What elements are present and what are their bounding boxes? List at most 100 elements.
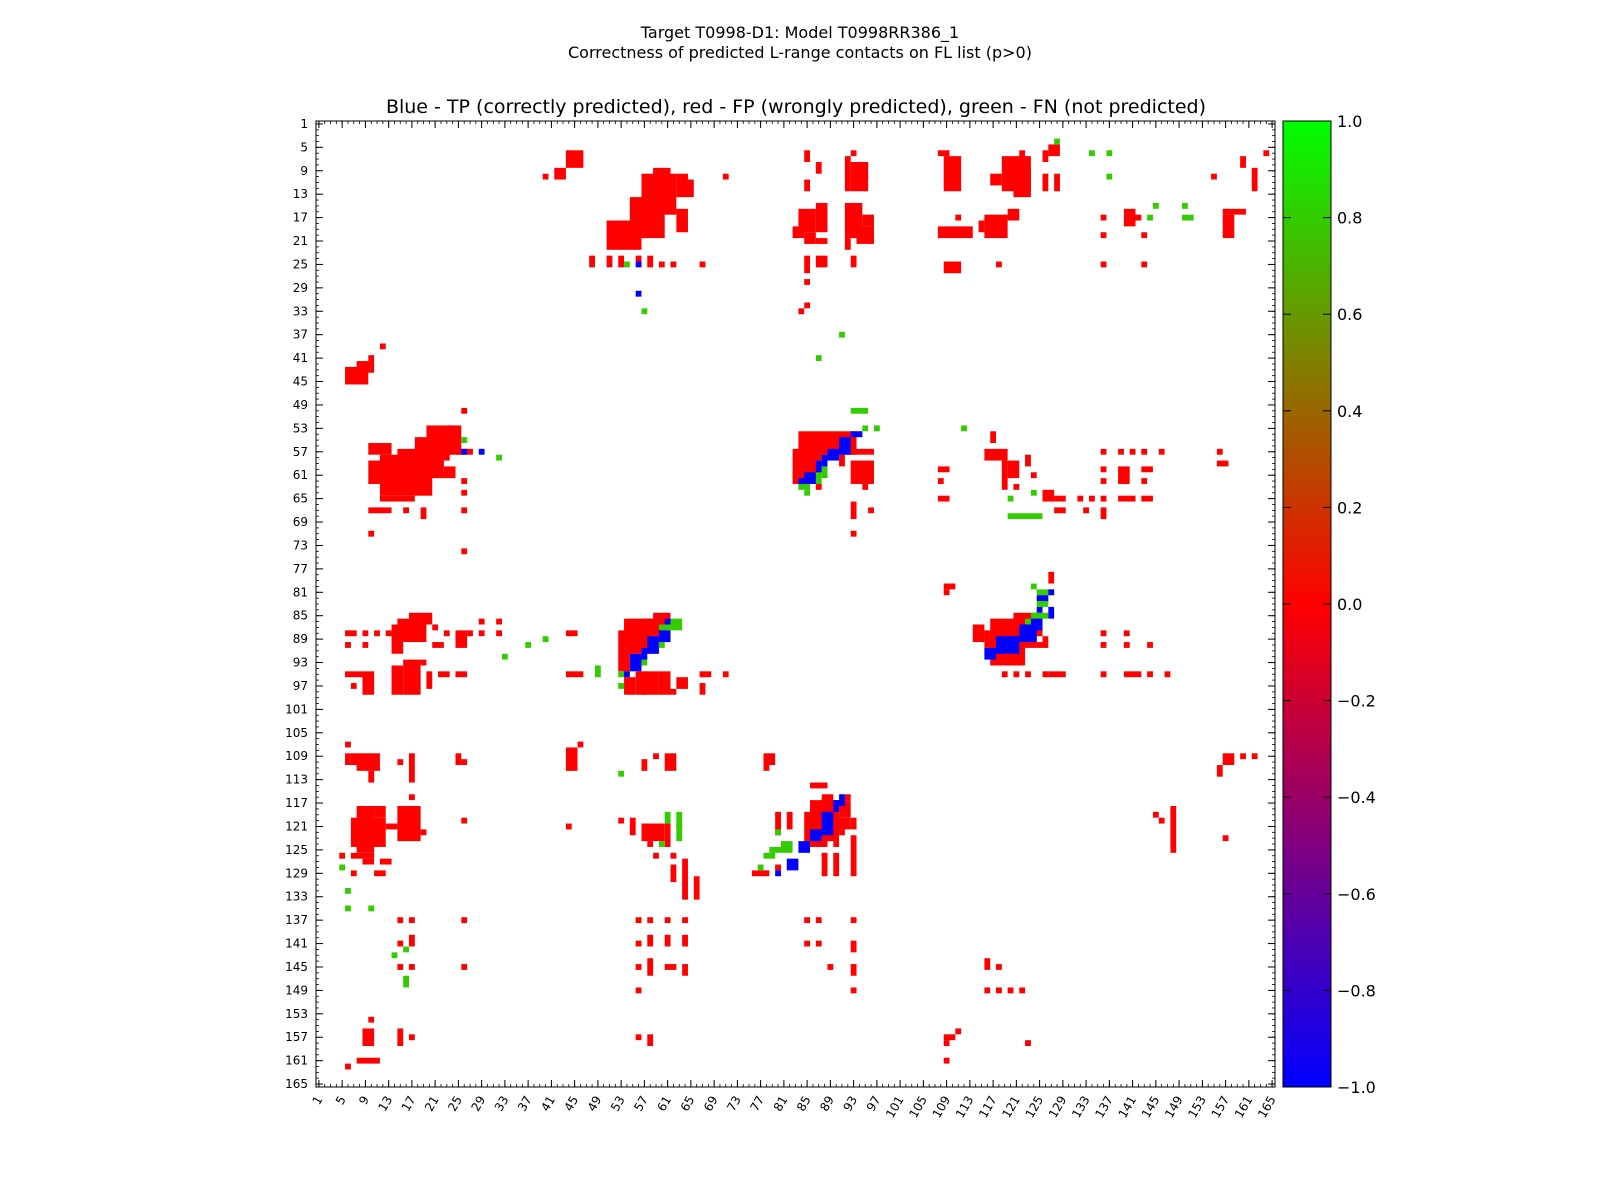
fp-cell bbox=[850, 255, 857, 268]
fp-cell bbox=[379, 495, 415, 502]
tp-cell bbox=[635, 261, 642, 268]
x-tick-label: 133 bbox=[1069, 1094, 1093, 1121]
fp-cell bbox=[1001, 460, 1008, 490]
fp-cell bbox=[461, 759, 468, 765]
fp-cell bbox=[955, 214, 962, 221]
y-tick-label: 129 bbox=[285, 866, 308, 880]
fp-cell bbox=[990, 431, 997, 443]
fp-cell bbox=[1147, 671, 1153, 678]
fp-cell bbox=[937, 466, 950, 473]
fp-cell bbox=[635, 255, 642, 262]
fp-cell bbox=[461, 407, 468, 414]
x-tick-label: 29 bbox=[468, 1094, 488, 1114]
fp-cell bbox=[438, 671, 450, 678]
y-axis: 1 5 9 13 17 21 25 29 33 37 41 45 49 53 57 61 65 69 73 77 81 8… bbox=[285, 117, 1275, 1091]
fp-cell bbox=[368, 530, 375, 537]
x-tick-label: 65 bbox=[678, 1094, 698, 1114]
fn-cell bbox=[798, 483, 811, 490]
fp-cell bbox=[687, 179, 694, 198]
colorbar-tick-label: 1.0 bbox=[1337, 112, 1362, 131]
x-tick-label: 69 bbox=[701, 1094, 721, 1114]
fp-cell bbox=[1025, 1040, 1031, 1047]
x-tick-label: 157 bbox=[1209, 1094, 1233, 1121]
fp-cell bbox=[844, 156, 851, 192]
fp-cell bbox=[461, 964, 468, 970]
fp-cell bbox=[815, 202, 828, 233]
x-tick-label: 33 bbox=[492, 1094, 512, 1114]
fn-cell bbox=[391, 952, 398, 959]
fp-cell bbox=[699, 671, 706, 678]
fp-cell bbox=[1100, 630, 1107, 637]
fp-cell bbox=[1054, 173, 1060, 192]
fp-cell bbox=[943, 589, 950, 596]
fp-cell bbox=[658, 671, 671, 695]
fp-cell bbox=[350, 852, 375, 859]
fp-cell bbox=[943, 1057, 950, 1064]
fp-cell bbox=[1048, 671, 1066, 678]
fp-cell bbox=[1042, 173, 1049, 192]
x-tick-label: 5 bbox=[333, 1094, 349, 1108]
fp-cell bbox=[350, 683, 357, 689]
x-tick-label: 125 bbox=[1023, 1094, 1047, 1121]
fp-cell bbox=[461, 489, 468, 496]
y-tick-label: 57 bbox=[293, 445, 308, 459]
x-tick-label: 137 bbox=[1092, 1094, 1116, 1121]
fp-cell bbox=[670, 688, 677, 695]
fp-cell bbox=[1158, 817, 1165, 824]
fp-cell bbox=[461, 507, 468, 514]
fn-cell bbox=[618, 770, 625, 777]
fp-cell bbox=[850, 940, 857, 953]
fp-cell bbox=[850, 835, 857, 877]
contact-cells bbox=[339, 138, 1270, 1070]
y-tick-label: 89 bbox=[293, 632, 308, 646]
fp-cell bbox=[577, 741, 584, 748]
x-tick-label: 153 bbox=[1185, 1094, 1209, 1121]
fp-cell bbox=[362, 1028, 375, 1047]
tp-cell bbox=[810, 829, 822, 842]
fp-cell bbox=[850, 460, 874, 484]
x-tick-label: 93 bbox=[840, 1094, 860, 1114]
fp-cell bbox=[1100, 507, 1107, 520]
fp-cell bbox=[350, 753, 380, 765]
fp-cell bbox=[1042, 671, 1049, 678]
fp-cell bbox=[461, 917, 468, 924]
fp-cell bbox=[955, 1028, 962, 1035]
fn-cell bbox=[339, 864, 346, 871]
fp-cell bbox=[408, 934, 415, 947]
y-tick-label: 113 bbox=[285, 773, 308, 787]
fp-cell bbox=[844, 238, 851, 250]
fp-cell bbox=[1089, 495, 1095, 502]
fp-cell bbox=[1077, 495, 1084, 502]
tp-cell bbox=[804, 472, 816, 484]
y-tick-label: 141 bbox=[285, 937, 308, 951]
fp-cell bbox=[1100, 495, 1107, 502]
tp-cell bbox=[1036, 606, 1043, 613]
x-tick-label: 89 bbox=[817, 1094, 837, 1114]
fp-cell bbox=[804, 232, 816, 244]
fn-cell bbox=[1025, 618, 1037, 625]
y-tick-label: 21 bbox=[293, 234, 308, 248]
fp-cell bbox=[379, 343, 386, 350]
fp-cell bbox=[693, 876, 700, 900]
x-tick-label: 81 bbox=[771, 1094, 791, 1114]
fp-cell bbox=[1251, 753, 1258, 760]
fp-cell bbox=[844, 794, 851, 801]
fp-cell bbox=[792, 472, 811, 484]
fp-cell bbox=[1141, 448, 1148, 455]
fp-cell bbox=[345, 1063, 351, 1070]
tp-cell bbox=[1048, 606, 1055, 619]
x-tick-label: 97 bbox=[864, 1094, 884, 1114]
fn-cell bbox=[1089, 150, 1095, 157]
fp-cell bbox=[1118, 466, 1130, 484]
fp-cell bbox=[1141, 232, 1148, 239]
fp-cell bbox=[850, 530, 857, 537]
fp-cell bbox=[647, 958, 654, 976]
fp-cell bbox=[943, 1034, 956, 1041]
y-tick-label: 109 bbox=[285, 749, 308, 763]
fn-cell bbox=[1152, 202, 1159, 209]
fp-cell bbox=[804, 179, 811, 192]
fp-cell bbox=[379, 858, 392, 865]
fn-cell bbox=[1147, 214, 1153, 221]
fp-cell bbox=[1263, 150, 1270, 157]
y-tick-label: 33 bbox=[293, 304, 308, 318]
